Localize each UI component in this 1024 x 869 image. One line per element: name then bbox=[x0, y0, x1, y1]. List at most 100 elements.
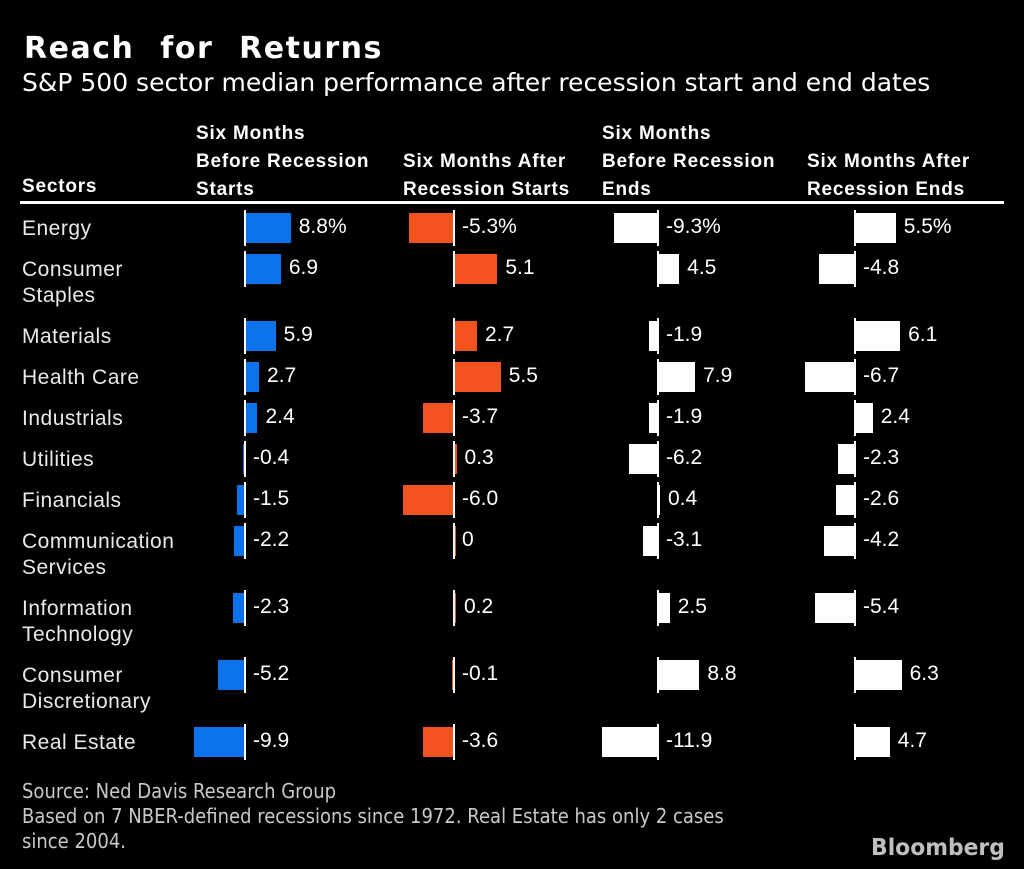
bar bbox=[649, 321, 658, 351]
value-label: 0.4 bbox=[668, 487, 698, 510]
baseline-tick bbox=[657, 210, 659, 246]
value-label: 2.7 bbox=[484, 323, 515, 346]
value-label: -1.5 bbox=[253, 487, 290, 510]
value-label: -2.3 bbox=[253, 595, 290, 618]
sector-label-line: Communication bbox=[22, 530, 175, 553]
baseline-tick bbox=[453, 482, 455, 518]
value-label: 6.3 bbox=[909, 662, 939, 685]
bar bbox=[245, 321, 276, 351]
baseline-tick bbox=[244, 523, 246, 559]
bar bbox=[805, 362, 855, 392]
baseline-tick bbox=[657, 523, 659, 559]
bar bbox=[602, 727, 658, 757]
baseline-tick bbox=[244, 251, 246, 287]
sector-label: Industrials bbox=[22, 406, 123, 432]
chart-title: Reach for Returns bbox=[24, 31, 383, 66]
bar bbox=[242, 444, 245, 474]
baseline-tick bbox=[657, 359, 659, 395]
value-label: -9.9 bbox=[253, 729, 290, 752]
value-label: -5.4 bbox=[863, 595, 900, 618]
value-label: 2.5 bbox=[677, 595, 707, 618]
bar bbox=[422, 403, 454, 433]
value-label: -3.1 bbox=[666, 528, 703, 551]
bar bbox=[835, 485, 855, 515]
baseline-tick bbox=[854, 482, 856, 518]
baseline-tick bbox=[657, 590, 659, 626]
baseline-tick bbox=[657, 400, 659, 436]
sector-label-line: Consumer bbox=[22, 258, 123, 281]
baseline-tick bbox=[854, 210, 856, 246]
column-header-six-months-after-recession-starts: Six Months After Recession Starts bbox=[403, 148, 570, 204]
bar bbox=[819, 254, 855, 284]
value-label: 6.9 bbox=[288, 256, 319, 279]
column-header-line: Six Months After bbox=[403, 151, 567, 172]
value-label: 7.9 bbox=[703, 364, 733, 387]
baseline-tick bbox=[244, 210, 246, 246]
sector-label: Energy bbox=[22, 216, 92, 242]
sector-label-line: Energy bbox=[22, 217, 92, 240]
bar bbox=[245, 213, 291, 243]
baseline-tick bbox=[657, 482, 659, 518]
sector-label: Utilities bbox=[22, 447, 94, 473]
baseline-tick bbox=[854, 318, 856, 354]
bar bbox=[855, 213, 896, 243]
value-label: 0.3 bbox=[464, 446, 494, 469]
value-label: 0.2 bbox=[464, 595, 494, 618]
value-label: -4.2 bbox=[863, 528, 900, 551]
sector-label-line: Technology bbox=[22, 623, 134, 646]
baseline-tick bbox=[854, 523, 856, 559]
bar bbox=[643, 526, 658, 556]
bar bbox=[658, 593, 670, 623]
chart-subtitle: S&P 500 sector median performance after … bbox=[22, 68, 931, 97]
value-label: -3.6 bbox=[462, 729, 499, 752]
bar bbox=[403, 485, 454, 515]
value-label: 5.5% bbox=[903, 215, 952, 238]
value-label: 5.9 bbox=[283, 323, 313, 346]
value-label: 6.1 bbox=[908, 323, 938, 346]
column-header-line: Before Recession bbox=[196, 151, 370, 172]
baseline-tick bbox=[244, 359, 246, 395]
baseline-tick bbox=[657, 251, 659, 287]
column-header-six-months-after-recession-ends: Six Months After Recession Ends bbox=[807, 148, 970, 204]
sector-label: Communication Services bbox=[22, 529, 174, 581]
bar bbox=[658, 485, 660, 515]
baseline-tick bbox=[657, 318, 659, 354]
bar bbox=[233, 526, 245, 556]
bar bbox=[454, 593, 456, 623]
bar bbox=[408, 213, 454, 243]
value-label: -2.6 bbox=[863, 487, 900, 510]
sector-label-line: Discretionary bbox=[22, 690, 152, 713]
baseline-tick bbox=[244, 590, 246, 626]
baseline-tick bbox=[244, 318, 246, 354]
sector-label: Consumer Discretionary bbox=[22, 663, 151, 715]
bar bbox=[837, 444, 855, 474]
sector-label-line: Industrials bbox=[22, 407, 124, 430]
bloomberg-logo: Bloomberg bbox=[871, 835, 1005, 861]
baseline-tick bbox=[453, 724, 455, 760]
value-label: 4.7 bbox=[897, 729, 927, 752]
bar bbox=[658, 362, 696, 392]
baseline-tick bbox=[244, 482, 246, 518]
bar bbox=[245, 362, 260, 392]
value-label: 5.1 bbox=[505, 256, 535, 279]
baseline-tick bbox=[453, 359, 455, 395]
baseline-tick bbox=[854, 590, 856, 626]
column-header-line: Recession Ends bbox=[807, 179, 965, 200]
baseline-tick bbox=[854, 657, 856, 693]
bar bbox=[454, 321, 477, 351]
value-label: -0.4 bbox=[253, 446, 290, 469]
baseline-tick bbox=[854, 441, 856, 477]
header-rule bbox=[20, 201, 1004, 204]
value-label: 2.4 bbox=[880, 405, 910, 428]
sector-label: Financials bbox=[22, 488, 122, 514]
bar bbox=[193, 727, 245, 757]
bar bbox=[237, 485, 245, 515]
baseline-tick bbox=[657, 724, 659, 760]
baseline-tick bbox=[244, 400, 246, 436]
bar bbox=[815, 593, 855, 623]
column-header-line: Ends bbox=[602, 179, 652, 200]
bar bbox=[614, 213, 658, 243]
baseline-tick bbox=[453, 441, 455, 477]
value-label: -11.9 bbox=[666, 729, 713, 752]
